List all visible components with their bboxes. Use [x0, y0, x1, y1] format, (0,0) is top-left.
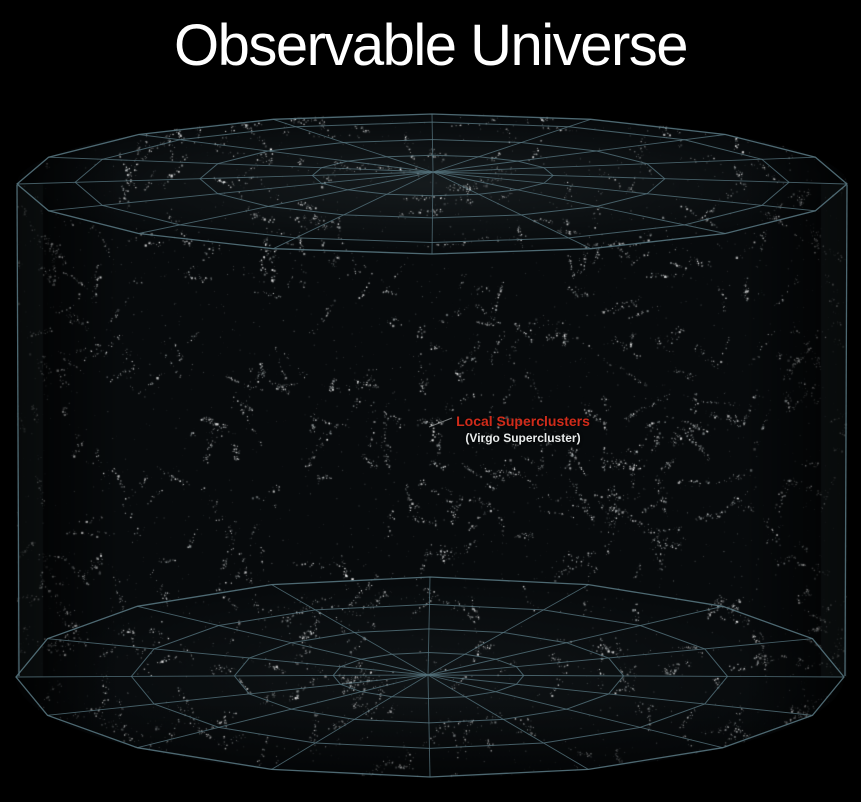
grid-spoke — [432, 118, 591, 173]
right-side-edge — [844, 184, 848, 677]
grid-ring — [74, 121, 790, 244]
label-pointer-line — [428, 417, 453, 428]
grid-spoke — [48, 171, 434, 212]
grid-spoke — [432, 171, 726, 234]
grid-spoke — [47, 674, 429, 716]
grid-spoke — [427, 674, 723, 749]
grid-spoke — [47, 638, 429, 676]
bottom-face-grid — [15, 576, 845, 778]
grid-spoke — [427, 674, 431, 778]
grid-spoke — [427, 584, 589, 676]
grid-spoke — [427, 674, 845, 678]
cylinder-side-edges — [16, 184, 848, 677]
grid-spoke — [432, 156, 816, 173]
page-title: Observable Universe — [173, 13, 689, 78]
grid-spoke — [138, 171, 434, 234]
grid-spoke — [15, 674, 429, 678]
grid-ring — [332, 651, 525, 700]
grid-spoke — [273, 171, 434, 250]
grid-spoke — [432, 171, 848, 185]
grid-ring — [15, 113, 849, 255]
grid-spoke — [431, 171, 434, 255]
grid-ring — [233, 628, 625, 724]
grid-ring — [199, 138, 666, 219]
grid-spoke — [431, 113, 434, 173]
grid-spoke — [432, 171, 591, 250]
grid-spoke — [138, 134, 434, 173]
grid-spoke — [271, 584, 429, 676]
center-label: Local Superclusters (Virgo Supercluster) — [456, 413, 590, 445]
grid-ring — [15, 576, 845, 778]
grid-ring — [311, 154, 554, 197]
top-face-grid — [15, 113, 849, 255]
grid-spoke — [427, 638, 813, 676]
grid-spoke — [137, 674, 429, 749]
grid-spoke — [48, 156, 434, 173]
grid-spoke — [273, 118, 434, 173]
grid-spoke — [427, 674, 589, 770]
grid-spoke — [432, 134, 726, 173]
left-side-edge — [16, 184, 20, 677]
label-local-superclusters: Local Superclusters — [456, 413, 590, 429]
grid-spoke — [271, 674, 429, 770]
grid-spoke — [427, 674, 813, 716]
grid-spoke — [432, 171, 816, 212]
label-virgo-supercluster: (Virgo Supercluster) — [465, 430, 581, 445]
grid-spoke — [427, 605, 723, 676]
grid-spoke — [137, 605, 429, 676]
grid-spoke — [427, 576, 431, 676]
grid-ring — [130, 603, 729, 749]
grid-spoke — [16, 171, 434, 185]
